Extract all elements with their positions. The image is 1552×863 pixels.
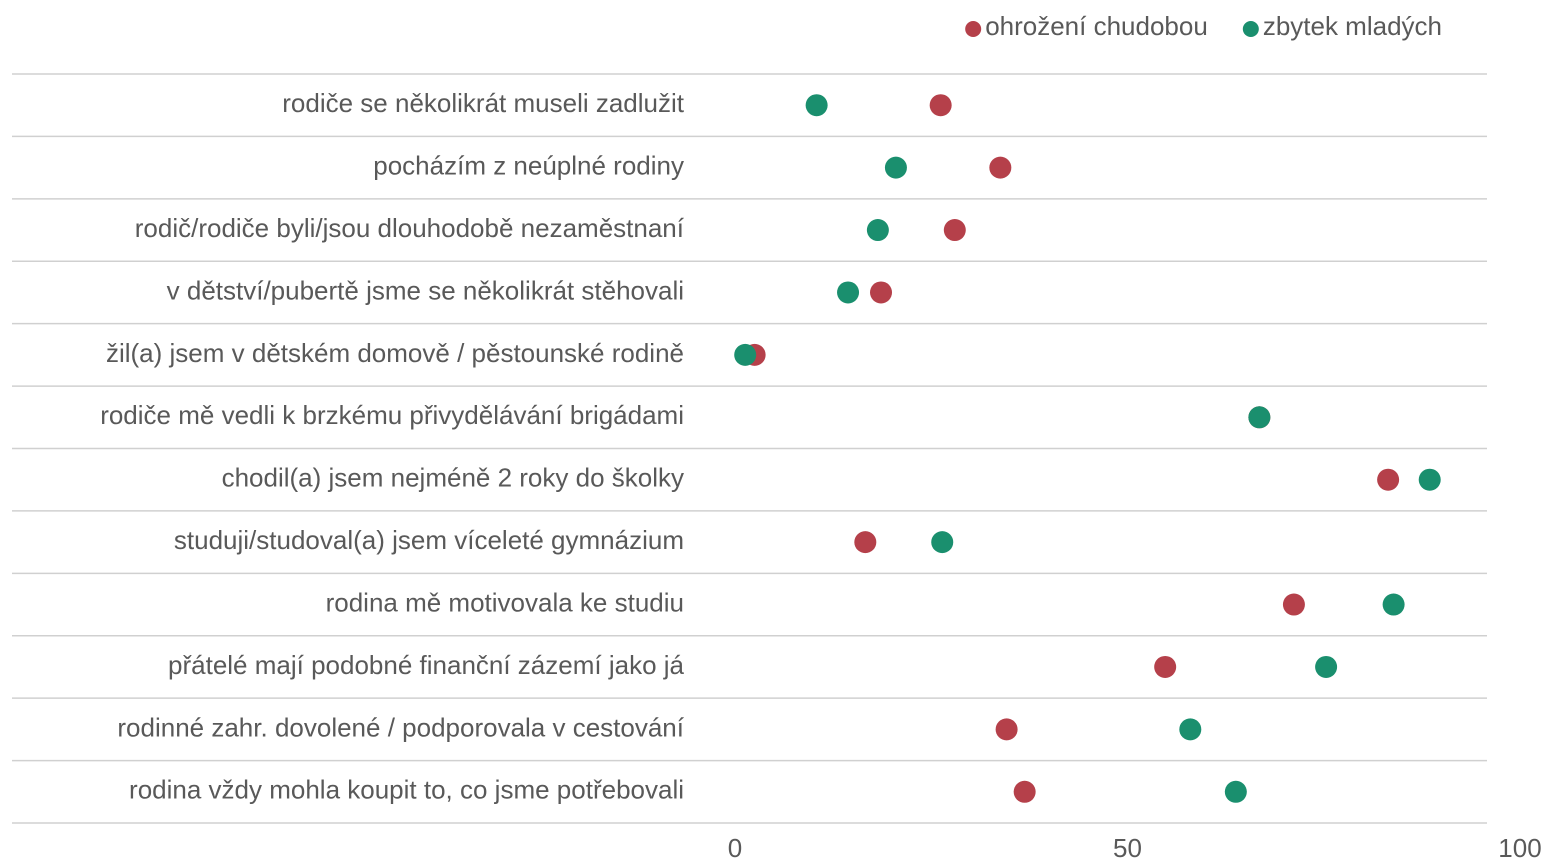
y-tick-label: studuji/studoval(a) jsem víceleté gymnáz… bbox=[174, 525, 684, 555]
x-tick-label: 50 bbox=[1113, 833, 1142, 863]
dot bbox=[837, 281, 860, 304]
dot bbox=[1154, 655, 1177, 678]
legend-label: zbytek mladých bbox=[1263, 11, 1442, 41]
y-tick-label: rodina mě motivovala ke studiu bbox=[326, 587, 684, 617]
y-tick-label: rodič/rodiče byli/jsou dlouhodobě nezamě… bbox=[135, 213, 685, 243]
dot bbox=[1418, 468, 1441, 491]
dot bbox=[884, 156, 907, 179]
dot bbox=[995, 718, 1018, 741]
y-tick-label: rodiče se několikrát museli zadlužit bbox=[282, 88, 685, 118]
dot bbox=[1013, 780, 1036, 803]
y-tick-label: přátelé mají podobné finanční zázemí jak… bbox=[168, 650, 685, 680]
legend-marker bbox=[965, 21, 982, 37]
y-tick-label: pocházím z neúplné rodiny bbox=[373, 151, 684, 181]
dot bbox=[1382, 593, 1405, 616]
dot bbox=[854, 531, 877, 554]
legend-label: ohrožení chudobou bbox=[985, 11, 1208, 41]
dot bbox=[1377, 468, 1400, 491]
y-tick-label: žil(a) jsem v dětském domově / pěstounsk… bbox=[106, 338, 684, 368]
dot bbox=[866, 219, 889, 242]
dot bbox=[989, 156, 1012, 179]
dot bbox=[929, 94, 952, 117]
x-tick-label: 100 bbox=[1498, 833, 1541, 863]
y-tick-label: rodiče mě vedli k brzkému přivydělávání … bbox=[100, 400, 684, 430]
dot bbox=[1315, 655, 1338, 678]
dot bbox=[805, 94, 828, 117]
x-tick-label: 0 bbox=[728, 833, 742, 863]
dot bbox=[943, 219, 966, 242]
dot bbox=[734, 343, 757, 366]
dot bbox=[1248, 406, 1271, 429]
y-tick-label: rodina vždy mohla koupit to, co jsme pot… bbox=[129, 775, 684, 805]
dot bbox=[931, 531, 954, 554]
legend-marker bbox=[1242, 21, 1259, 37]
dot bbox=[870, 281, 893, 304]
y-tick-label: v dětství/pubertě jsme se několikrát stě… bbox=[167, 275, 684, 305]
dot bbox=[1179, 718, 1202, 741]
y-tick-label: rodinné zahr. dovolené / podporovala v c… bbox=[117, 712, 684, 742]
dot bbox=[1224, 780, 1247, 803]
dot bbox=[1282, 593, 1305, 616]
y-tick-label: chodil(a) jsem nejméně 2 roky do školky bbox=[222, 463, 684, 493]
